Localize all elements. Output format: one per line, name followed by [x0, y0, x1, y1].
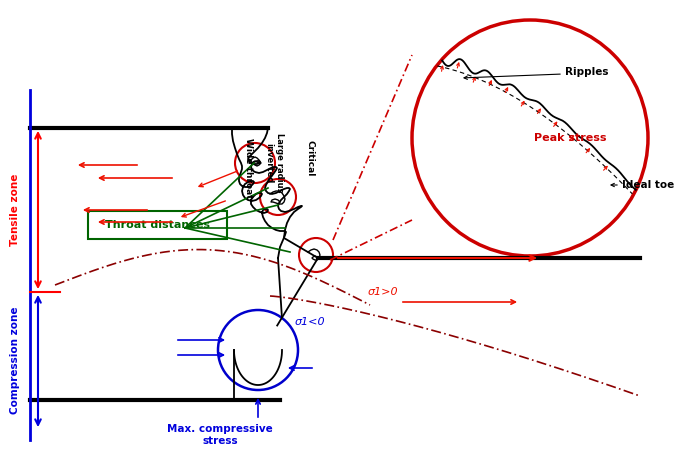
- Text: Tensile zone: Tensile zone: [10, 174, 20, 246]
- Text: Compression zone: Compression zone: [10, 306, 20, 414]
- Text: Max. compressive
stress: Max. compressive stress: [167, 424, 273, 446]
- Text: σ1>0: σ1>0: [368, 287, 398, 297]
- Text: Large radius
inverted: Large radius inverted: [264, 133, 284, 192]
- Text: Ideal toe: Ideal toe: [622, 180, 674, 190]
- Text: Throat distances: Throat distances: [105, 220, 210, 230]
- Text: σ1<0: σ1<0: [295, 317, 326, 327]
- Text: Critical: Critical: [305, 140, 315, 176]
- Text: Wide throat: Wide throat: [243, 138, 253, 198]
- Text: Peak stress: Peak stress: [534, 133, 606, 143]
- FancyBboxPatch shape: [88, 211, 227, 239]
- Text: Ripples: Ripples: [565, 67, 609, 77]
